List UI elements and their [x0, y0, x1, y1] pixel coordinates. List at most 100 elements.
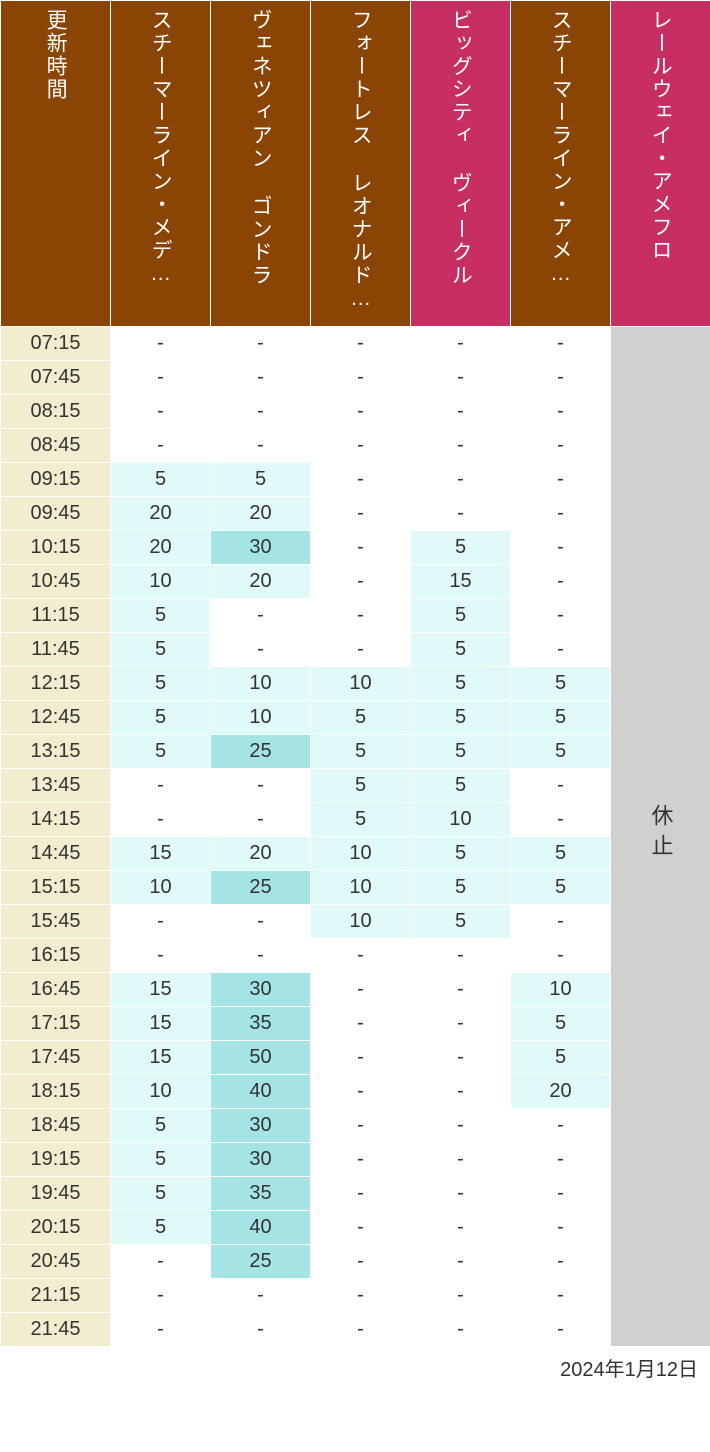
wait-cell: - [311, 1041, 411, 1075]
wait-cell: 15 [111, 1041, 211, 1075]
time-cell: 09:15 [1, 463, 111, 497]
header-col-label: スチーマーライン・アメ… [547, 9, 574, 287]
header-col-5: レールウェイ・アメフロ [611, 1, 710, 327]
wait-cell: 15 [111, 837, 211, 871]
wait-time-table: 更新時間スチーマーライン・メデ…ヴェネツィアン ゴンドラフォートレス レオナルド… [0, 0, 710, 1347]
wait-cell: 5 [111, 463, 211, 497]
time-cell: 16:15 [1, 939, 111, 973]
table-row: 13:45--55- [1, 769, 710, 803]
wait-cell: - [411, 1075, 511, 1109]
wait-cell: 5 [411, 531, 511, 565]
table-row: 07:15-----休止 [1, 327, 710, 361]
wait-cell: - [411, 395, 511, 429]
time-cell: 12:45 [1, 701, 111, 735]
wait-cell: - [411, 497, 511, 531]
wait-cell: 5 [411, 633, 511, 667]
wait-cell: - [411, 939, 511, 973]
wait-cell: - [311, 1245, 411, 1279]
wait-cell: 10 [211, 701, 311, 735]
wait-cell: - [411, 1177, 511, 1211]
wait-cell: - [411, 1143, 511, 1177]
wait-cell: - [411, 361, 511, 395]
time-cell: 20:15 [1, 1211, 111, 1245]
wait-cell: 5 [211, 463, 311, 497]
header-col-1: ヴェネツィアン ゴンドラ [211, 1, 311, 327]
wait-cell: 10 [111, 1075, 211, 1109]
wait-cell: 10 [411, 803, 511, 837]
wait-cell: 5 [311, 701, 411, 735]
wait-cell: - [211, 633, 311, 667]
wait-cell: 5 [111, 735, 211, 769]
table-row: 18:151040--20 [1, 1075, 710, 1109]
wait-cell: - [211, 1279, 311, 1313]
wait-cell: - [511, 803, 611, 837]
wait-cell: - [111, 429, 211, 463]
time-cell: 18:15 [1, 1075, 111, 1109]
time-cell: 08:45 [1, 429, 111, 463]
wait-cell: - [311, 1211, 411, 1245]
table-row: 19:15530--- [1, 1143, 710, 1177]
table-row: 08:15----- [1, 395, 710, 429]
wait-cell: - [511, 1313, 611, 1347]
wait-cell: - [511, 905, 611, 939]
wait-cell: 5 [511, 1007, 611, 1041]
time-cell: 21:45 [1, 1313, 111, 1347]
table-row: 11:155--5- [1, 599, 710, 633]
wait-cell: - [511, 633, 611, 667]
wait-cell: 5 [111, 1143, 211, 1177]
wait-cell: - [511, 1143, 611, 1177]
wait-cell: - [111, 1245, 211, 1279]
wait-cell: - [311, 633, 411, 667]
table-row: 07:45----- [1, 361, 710, 395]
wait-time-table-container: 更新時間スチーマーライン・メデ…ヴェネツィアン ゴンドラフォートレス レオナルド… [0, 0, 710, 1388]
table-row: 09:452020--- [1, 497, 710, 531]
wait-cell: 10 [111, 871, 211, 905]
wait-cell: - [411, 1109, 511, 1143]
wait-cell: 5 [511, 1041, 611, 1075]
wait-cell: - [211, 803, 311, 837]
wait-cell: - [411, 463, 511, 497]
table-row: 16:451530--10 [1, 973, 710, 1007]
time-cell: 18:45 [1, 1109, 111, 1143]
table-row: 14:4515201055 [1, 837, 710, 871]
wait-cell: - [411, 1279, 511, 1313]
time-cell: 13:45 [1, 769, 111, 803]
wait-cell: 15 [111, 973, 211, 1007]
wait-cell: 10 [111, 565, 211, 599]
wait-cell: - [511, 497, 611, 531]
wait-cell: - [511, 1279, 611, 1313]
table-row: 17:451550--5 [1, 1041, 710, 1075]
wait-cell: 40 [211, 1075, 311, 1109]
wait-cell: 25 [211, 735, 311, 769]
wait-cell: 30 [211, 1143, 311, 1177]
wait-cell: 10 [211, 667, 311, 701]
wait-cell: - [111, 1279, 211, 1313]
table-row: 13:15525555 [1, 735, 710, 769]
wait-cell: - [511, 463, 611, 497]
wait-cell: - [311, 565, 411, 599]
closed-cell: 休止 [611, 327, 710, 1347]
wait-cell: - [411, 973, 511, 1007]
wait-cell: - [311, 1109, 411, 1143]
wait-cell: 30 [211, 531, 311, 565]
wait-cell: 30 [211, 973, 311, 1007]
wait-cell: - [111, 395, 211, 429]
wait-cell: 10 [511, 973, 611, 1007]
wait-cell: 5 [511, 871, 611, 905]
table-row: 14:15--510- [1, 803, 710, 837]
wait-cell: 5 [411, 769, 511, 803]
wait-cell: - [411, 327, 511, 361]
wait-cell: 20 [111, 497, 211, 531]
wait-cell: - [111, 1313, 211, 1347]
wait-cell: - [211, 939, 311, 973]
table-row: 09:1555--- [1, 463, 710, 497]
time-cell: 19:15 [1, 1143, 111, 1177]
wait-cell: - [511, 1245, 611, 1279]
time-cell: 17:15 [1, 1007, 111, 1041]
header-col-label: スチーマーライン・メデ… [147, 9, 174, 287]
header-col-3: ビッグシティ ヴィークル [411, 1, 511, 327]
wait-cell: - [311, 531, 411, 565]
wait-cell: 5 [411, 905, 511, 939]
wait-cell: 5 [311, 735, 411, 769]
wait-cell: 5 [511, 735, 611, 769]
